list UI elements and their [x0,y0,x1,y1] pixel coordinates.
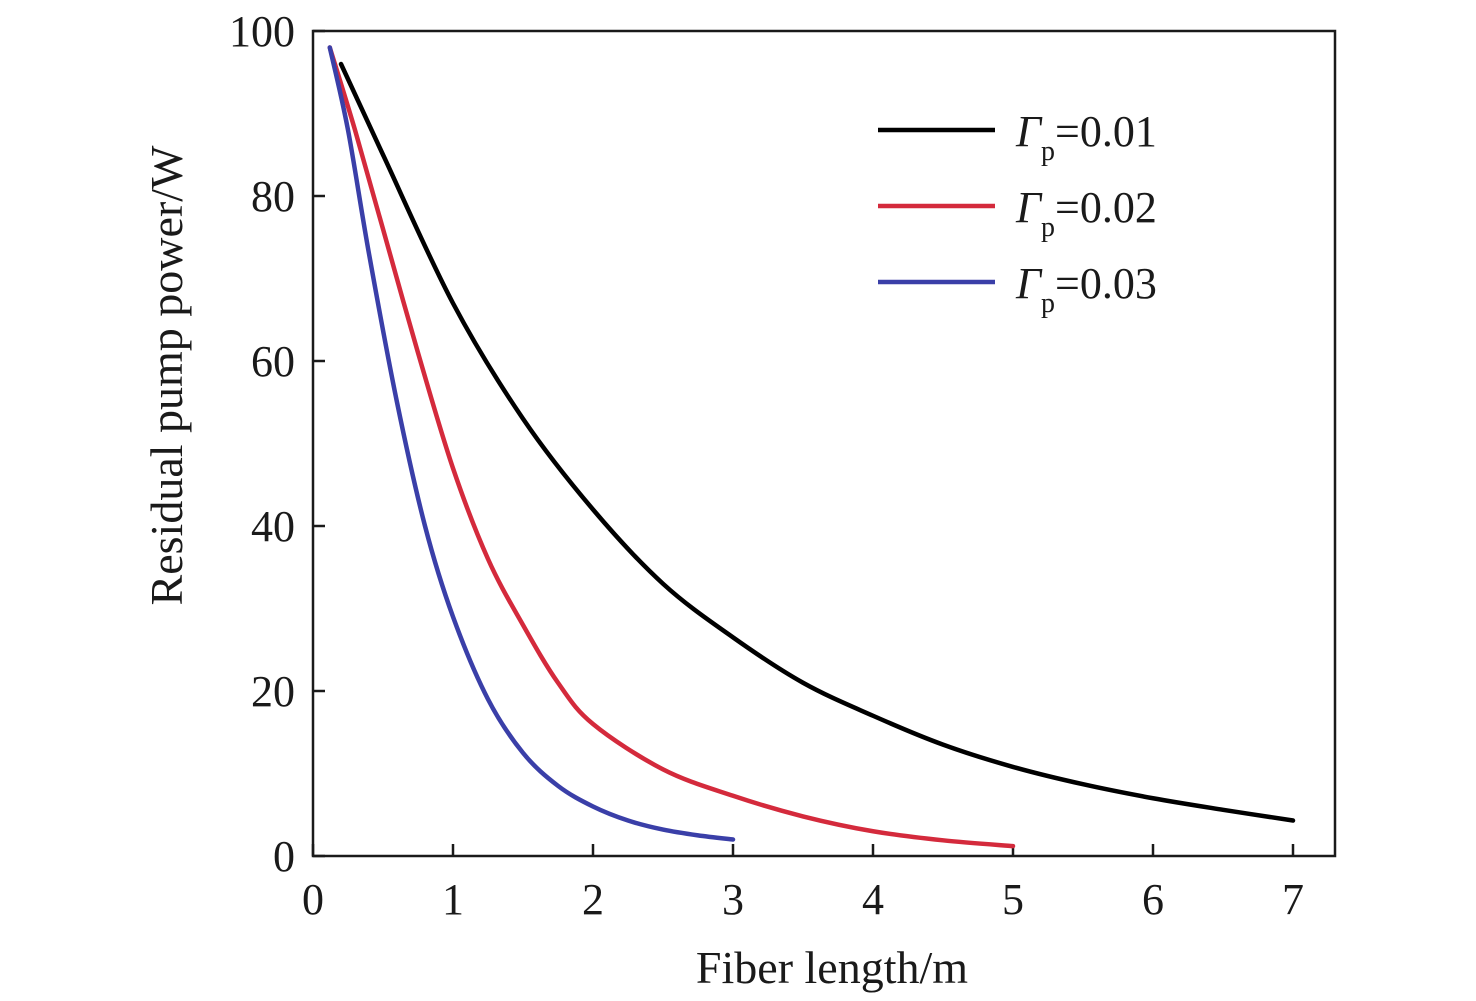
legend-symbol: Γ [1015,107,1043,156]
x-tick-label: 0 [302,875,324,924]
legend-label-3: Γp=0.03 [1015,259,1157,319]
legend-symbol: Γ [1015,183,1043,232]
series-line-2 [327,45,1016,849]
x-tick-label: 3 [722,875,744,924]
plot-frame [311,29,1337,858]
y-tick-label: 100 [229,7,295,56]
x-axis-title: Fiber length/m [696,942,968,993]
legend-label-1: Γp=0.01 [1015,107,1157,167]
x-tick-label: 4 [862,875,884,924]
series-line-3 [327,45,736,842]
legend-value: =0.02 [1055,183,1157,232]
labels-layer: 0 1 2 3 4 5 6 7 0 20 40 60 80 100 [229,7,1304,924]
y-tick-label: 80 [251,172,295,221]
legend-subscript: p [1041,212,1055,243]
x-tick-label: 1 [442,875,464,924]
y-tick-label: 0 [273,832,295,881]
legend-subscript: p [1041,288,1055,319]
x-tick-label: 5 [1002,875,1024,924]
y-tick-label: 20 [251,667,295,716]
legend-subscript: p [1041,136,1055,167]
legend-value: =0.01 [1055,107,1157,156]
x-tick-label: 6 [1142,875,1164,924]
legend-symbol: Γ [1015,259,1043,308]
lines-layer [327,45,1296,849]
x-tick-label: 2 [582,875,604,924]
y-axis-title: Residual pump power/W [141,145,192,605]
legend-value: =0.03 [1055,259,1157,308]
series-line-1 [338,61,1296,823]
legend-label-2: Γp=0.02 [1015,183,1157,243]
x-tick-label: 7 [1282,875,1304,924]
y-tick-label: 40 [251,502,295,551]
y-tick-label: 60 [251,337,295,386]
